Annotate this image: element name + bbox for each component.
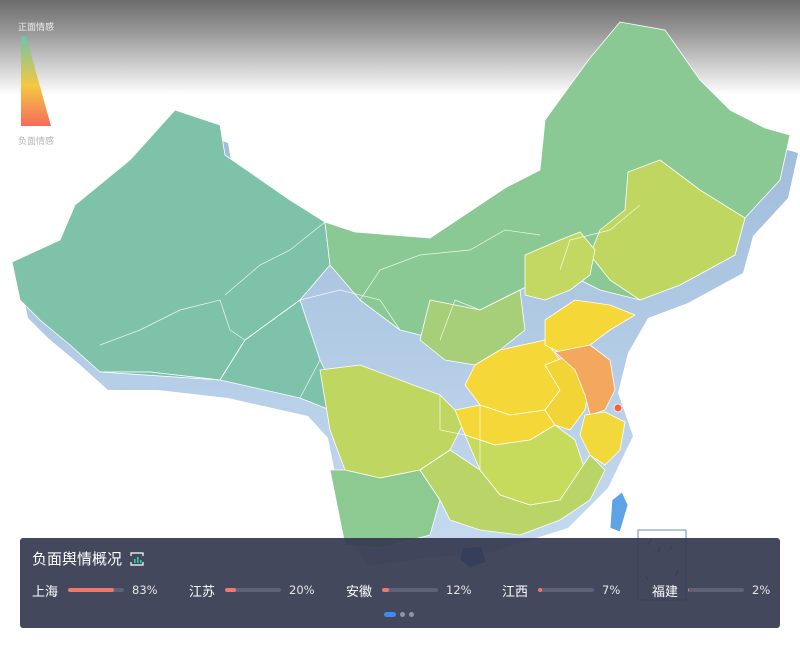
stat-name: 江苏 <box>189 584 216 600</box>
stat-item[interactable]: 上海 83% <box>32 582 172 600</box>
region-fujian-guangdong <box>419 449 606 536</box>
legend-negative-label: 负面情感 <box>18 137 55 147</box>
region-taiwan <box>609 491 629 533</box>
stat-name: 安徽 <box>346 584 373 600</box>
region-southwest <box>329 469 441 549</box>
chart-refresh-icon[interactable] <box>129 551 145 567</box>
stat-bar-track <box>382 588 438 592</box>
stat-name: 江西 <box>502 584 529 600</box>
region-zhejiang <box>579 411 626 466</box>
stat-percent: 2% <box>752 583 771 597</box>
panel-header: 负面舆情概况 <box>32 548 145 569</box>
pagination-dot[interactable] <box>384 612 396 617</box>
stat-bar-fill <box>538 588 542 592</box>
pagination-dot[interactable] <box>400 612 405 617</box>
stat-bar-fill <box>382 588 389 592</box>
stat-bar-fill <box>688 588 690 592</box>
region-northeast <box>589 159 746 301</box>
negative-sentiment-panel: 负面舆情概况 上海 83% 江苏 20% 安徽 12% 江西 7% <box>20 538 780 628</box>
pagination-dots <box>384 612 414 617</box>
stat-item[interactable]: 安徽 12% <box>346 582 486 600</box>
stat-bar-fill <box>225 588 237 592</box>
stat-percent: 83% <box>132 583 158 597</box>
map-regions <box>11 21 791 549</box>
region-hebei <box>524 231 596 301</box>
stat-bar-fill <box>68 588 115 592</box>
region-jiangsu <box>554 344 616 416</box>
stat-bar-track <box>688 588 744 592</box>
stat-bar-track <box>225 588 281 592</box>
stat-bar-track <box>538 588 594 592</box>
region-shanghai <box>613 403 623 413</box>
stat-percent: 7% <box>602 583 621 597</box>
stat-bar-track <box>68 588 124 592</box>
stat-name: 福建 <box>652 584 679 600</box>
region-shandong <box>544 299 636 356</box>
panel-title: 负面舆情概况 <box>32 550 123 568</box>
stat-name: 上海 <box>32 584 59 600</box>
legend-positive-label: 正面情感 <box>18 23 55 33</box>
stat-percent: 12% <box>446 583 472 597</box>
sentiment-legend: 正面情感 负面情感 <box>18 20 78 147</box>
province-borders <box>99 204 641 470</box>
legend-gradient-wedge <box>21 36 51 126</box>
pagination-dot[interactable] <box>409 612 414 617</box>
stat-item[interactable]: 江苏 20% <box>189 582 329 600</box>
stat-percent: 20% <box>289 583 315 597</box>
stat-item[interactable]: 福建 2% <box>652 582 792 600</box>
stat-item[interactable]: 江西 7% <box>502 582 642 600</box>
